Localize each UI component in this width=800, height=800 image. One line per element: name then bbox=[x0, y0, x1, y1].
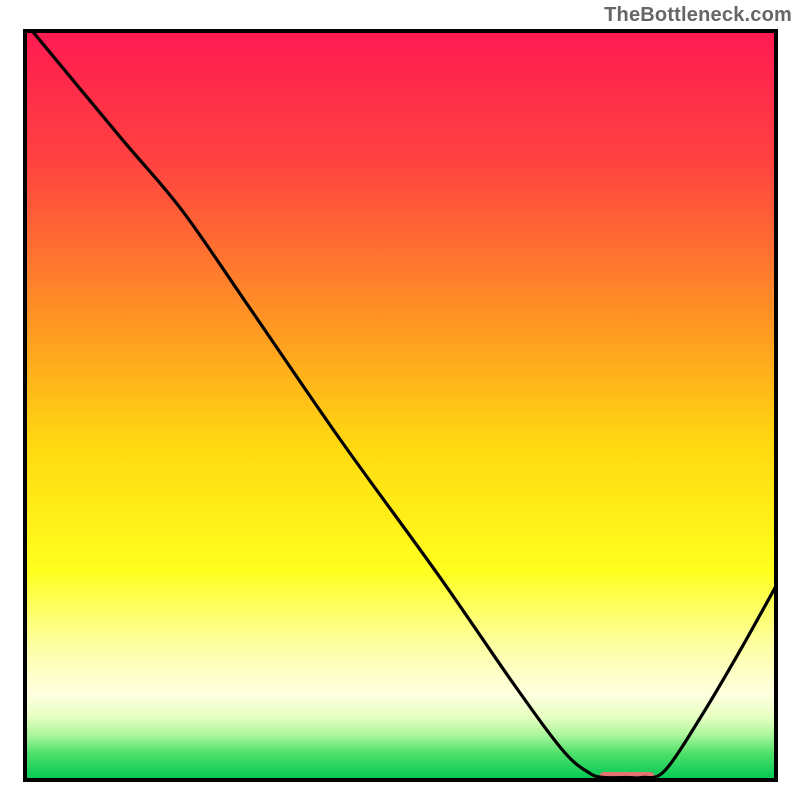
plot-area bbox=[23, 29, 778, 782]
chart-frame: TheBottleneck.com bbox=[0, 0, 800, 800]
watermark-text: TheBottleneck.com bbox=[604, 4, 792, 27]
chart-svg bbox=[23, 29, 778, 782]
gradient-background bbox=[25, 31, 776, 780]
